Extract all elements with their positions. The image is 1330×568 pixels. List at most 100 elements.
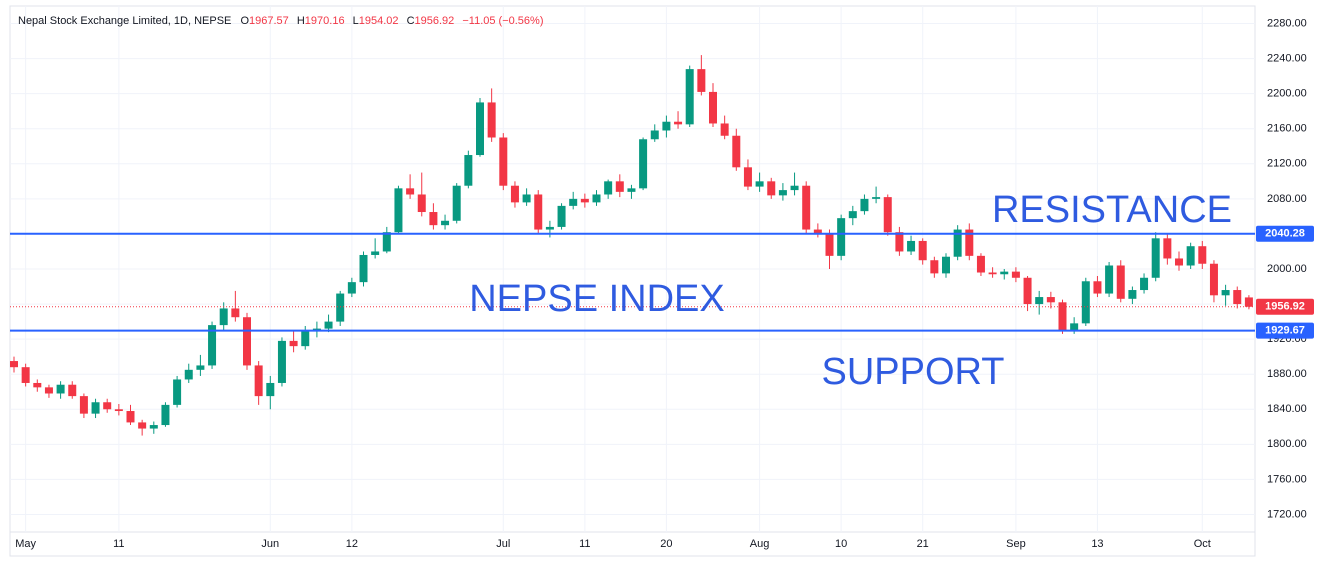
candle-body (208, 325, 217, 366)
candle-body (1046, 297, 1055, 303)
y-tick-label: 2160.00 (1267, 123, 1307, 135)
y-tick-label: 1840.00 (1267, 403, 1307, 415)
candle-body (1140, 277, 1149, 291)
candle-body (33, 382, 42, 388)
x-tick-label: 20 (660, 538, 672, 550)
candle-body (406, 188, 415, 195)
candle-body (697, 69, 706, 92)
candle-body (1023, 277, 1032, 305)
candle-body (184, 369, 193, 380)
candle-body (1058, 302, 1067, 331)
candle-body (767, 181, 776, 196)
candle-body (1209, 263, 1218, 296)
candle-body (650, 130, 659, 140)
candle-body (813, 229, 822, 234)
candle-body (231, 308, 240, 318)
x-tick-label: 13 (1091, 538, 1103, 550)
candle-body (510, 185, 519, 203)
candle-body (953, 229, 962, 257)
last-price-bg (1256, 298, 1314, 315)
x-tick-label: Aug (750, 538, 770, 550)
candle-body (277, 340, 286, 383)
annotation: SUPPORT (821, 351, 1004, 393)
candle-body (732, 135, 741, 168)
candle-body (778, 190, 787, 196)
candle-body (1128, 290, 1137, 299)
candle-body (114, 409, 123, 412)
candle-body (522, 194, 531, 203)
candle-body (219, 308, 228, 326)
y-tick-label: 2000.00 (1267, 263, 1307, 275)
x-tick-label: 11 (579, 538, 590, 550)
candle-body (312, 328, 321, 331)
candle-body (382, 232, 391, 252)
plot-frame (9, 5, 1256, 557)
candle-body (988, 272, 997, 275)
candle-body (918, 240, 927, 261)
ohlc-value: 1956.92 (414, 15, 455, 27)
ohlc-value: 1970.16 (304, 15, 345, 27)
candle-body (394, 188, 403, 233)
candle-body (417, 194, 426, 213)
candle-body (347, 282, 356, 294)
candle-body (674, 121, 683, 125)
candle-body (545, 226, 554, 230)
x-tick-label: 12 (346, 538, 358, 550)
x-tick-label: Jul (496, 538, 510, 550)
candle-body (604, 181, 613, 195)
candle-body (580, 198, 589, 203)
candle-body (476, 102, 484, 156)
candle-body (91, 402, 100, 414)
candle-body (173, 379, 182, 405)
candle-body (627, 188, 636, 192)
candle-body (21, 367, 30, 383)
change-value: −11.05 (−0.56%) (462, 15, 544, 27)
candle-body (79, 396, 88, 414)
candle-body (149, 425, 158, 429)
last-price-label: 1956.92 (1265, 301, 1305, 313)
candle-body (1233, 290, 1242, 305)
candle-body (1093, 281, 1102, 294)
candle-body (243, 317, 251, 366)
candle-body (1186, 246, 1195, 266)
y-tick-label: 2280.00 (1267, 17, 1307, 29)
ohlc-label: C (406, 15, 415, 27)
ohlc-value: 1967.57 (249, 15, 289, 27)
x-tick-label: Jun (261, 538, 279, 550)
candle-body (720, 123, 729, 136)
candle-body (324, 321, 333, 329)
candle-body (685, 69, 694, 125)
y-tick-label: 2200.00 (1267, 88, 1307, 100)
y-tick-label: 1880.00 (1267, 368, 1307, 380)
candle-body (662, 121, 671, 131)
candle-body (837, 218, 846, 256)
candle-body (895, 232, 904, 252)
ohlc-label: L (352, 15, 359, 27)
candle-body (44, 387, 53, 394)
candle-body (1105, 265, 1114, 294)
candle-body (68, 384, 77, 397)
candle-body (336, 293, 345, 322)
candle-body (1000, 271, 1009, 275)
candle-body (860, 198, 869, 212)
level-label: 2040.28 (1265, 228, 1305, 240)
y-tick-label: 1760.00 (1267, 473, 1307, 485)
x-tick-label: 21 (917, 538, 929, 550)
candle-body (1011, 271, 1020, 278)
candle-body (1035, 297, 1044, 305)
y-tick-label: 1720.00 (1267, 508, 1307, 520)
candle-body (790, 185, 799, 191)
candle-body (557, 205, 566, 227)
candle-body (615, 181, 624, 192)
candle-body (755, 181, 764, 187)
candle-body (872, 197, 881, 199)
ohlc-label: H (296, 15, 305, 27)
candle-body (196, 365, 205, 370)
candle-body (499, 137, 508, 186)
x-tick-label: 10 (835, 538, 847, 550)
candle-body (464, 155, 473, 186)
legend-header: Nepal Stock Exchange Limited, 1D, NEPSE … (18, 15, 549, 27)
candle-body (1198, 246, 1207, 264)
candle-body (289, 340, 298, 347)
